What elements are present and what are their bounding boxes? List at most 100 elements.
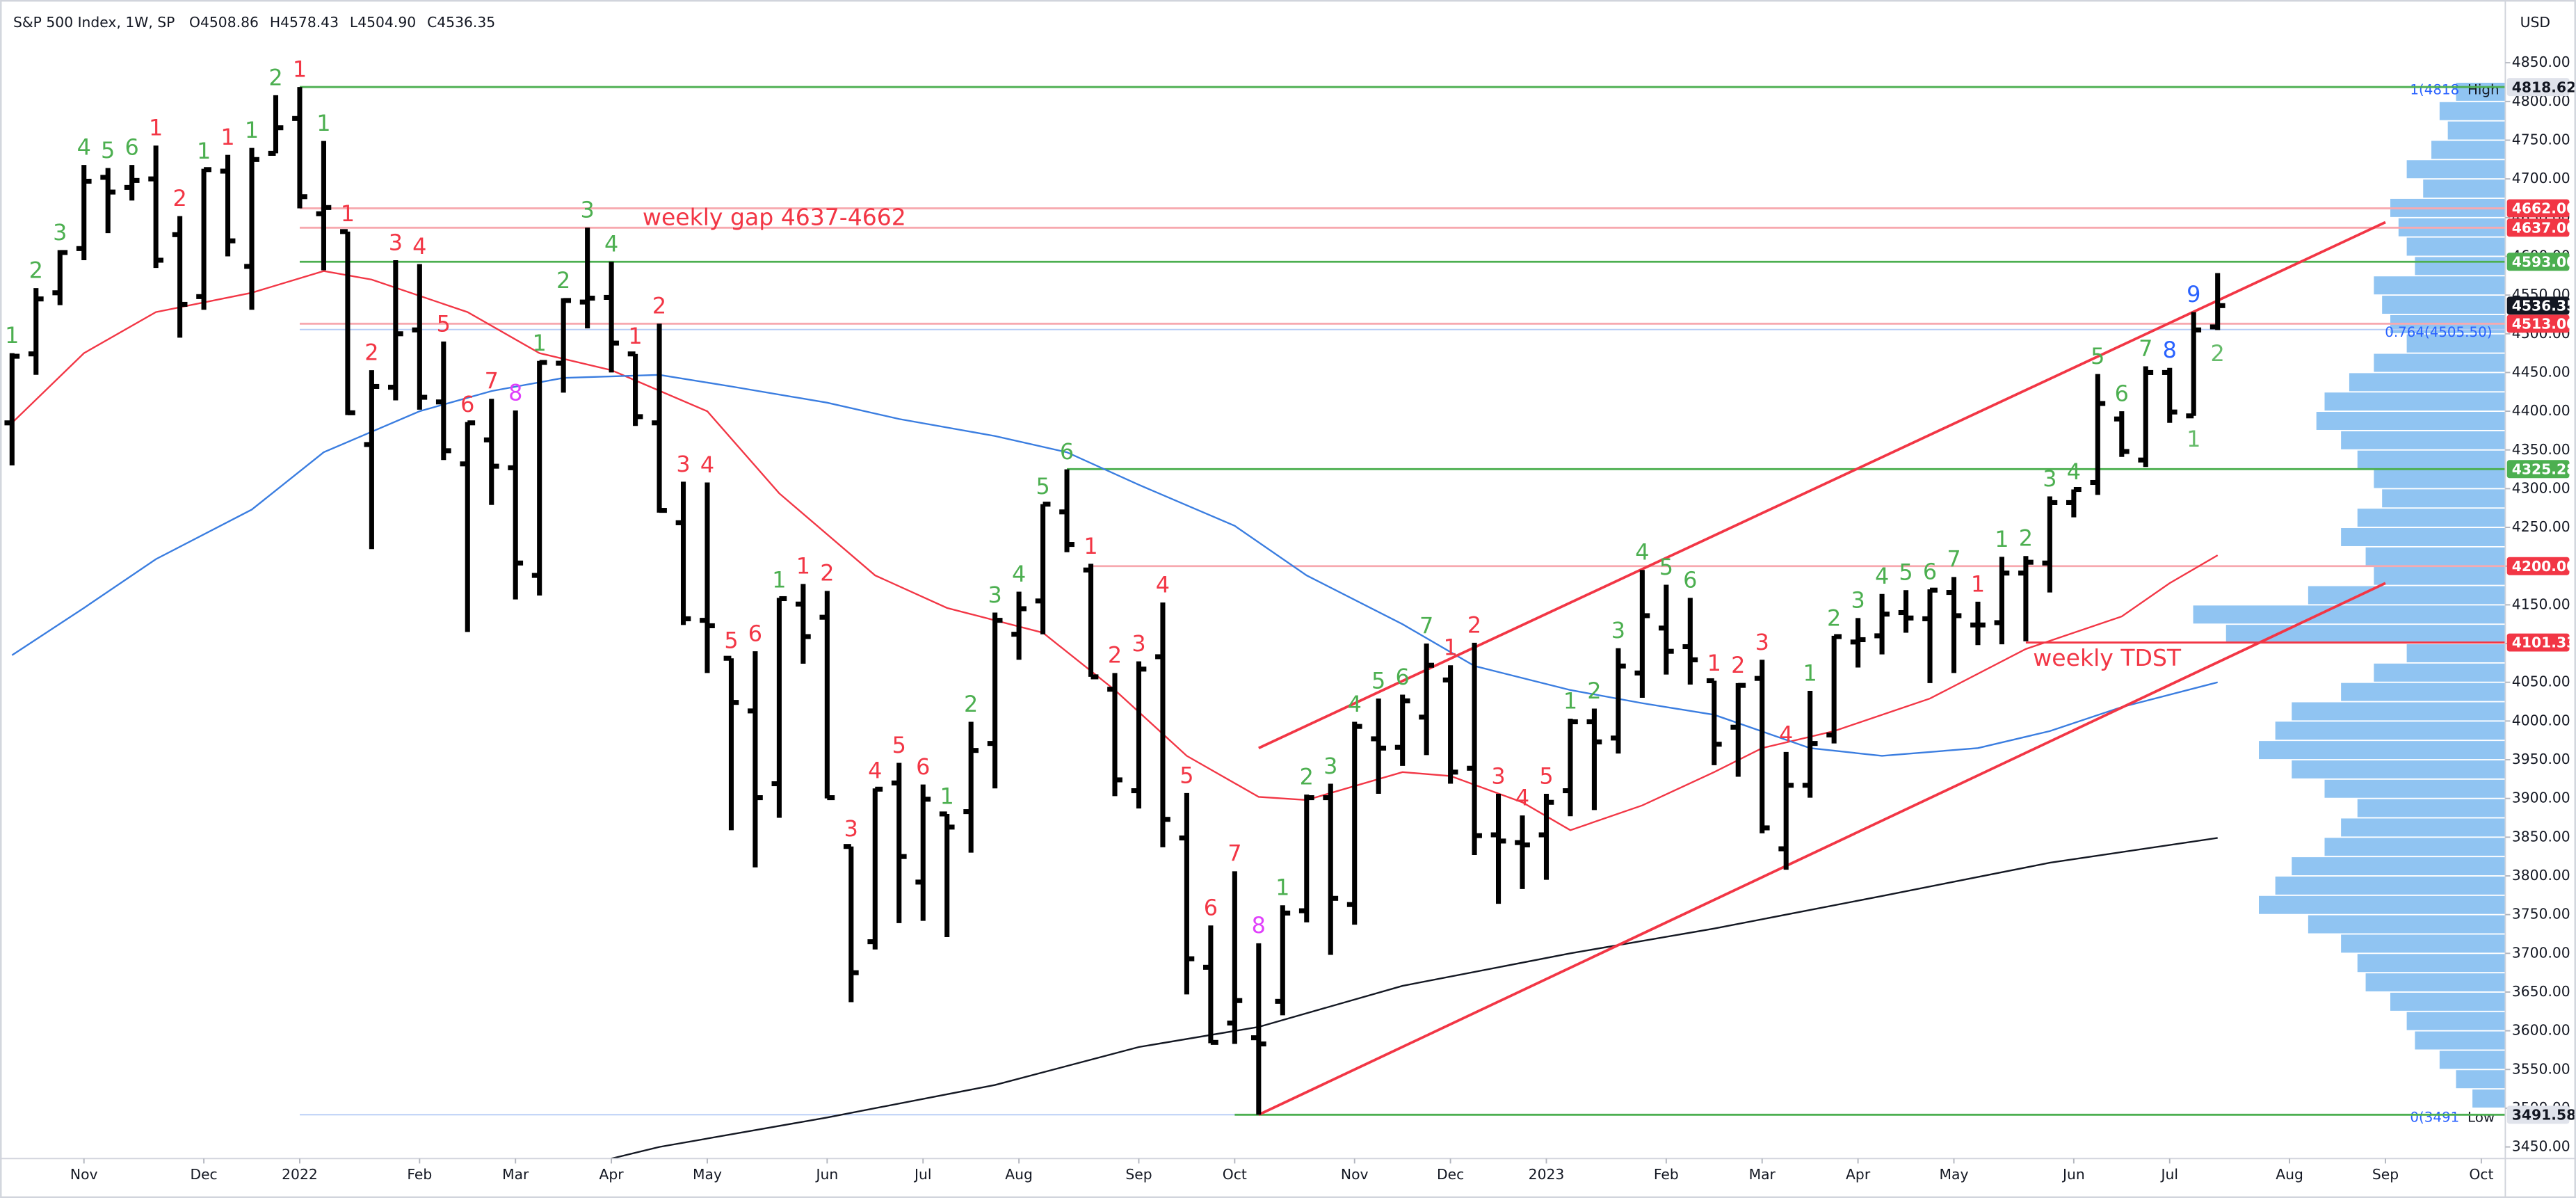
volume-profile-bar	[2406, 237, 2506, 256]
setup-count: 7	[1947, 546, 1961, 573]
setup-count: 6	[916, 753, 930, 780]
volume-profile-bar	[2365, 973, 2506, 992]
x-tick-label: Aug	[2276, 1166, 2303, 1183]
setup-count: 2	[1467, 612, 1481, 638]
annotation: weekly TDST	[2033, 644, 2182, 671]
setup-count: 2	[268, 64, 282, 90]
y-tick-label: 4700.00	[2512, 170, 2570, 186]
ohlc-close: C4536.35	[427, 14, 495, 31]
setup-count: 3	[1851, 587, 1865, 614]
fib-label: 1(4818	[2410, 81, 2459, 97]
setup-count: 6	[1396, 664, 1410, 690]
setup-count: 3	[1755, 629, 1769, 655]
x-tick-label: Feb	[407, 1166, 432, 1183]
setup-count: 8	[2163, 337, 2177, 363]
price-badge-label: 4536.35	[2512, 297, 2576, 314]
x-tick-label: Jul	[2159, 1166, 2178, 1183]
y-tick-label: 3850.00	[2512, 828, 2570, 845]
setup-count: 5	[1899, 559, 1913, 586]
setup-count: 5	[2091, 343, 2104, 369]
setup-count: 4	[1875, 563, 1889, 589]
price-badge-label: 4593.00	[2512, 253, 2576, 270]
x-tick-label: Oct	[1223, 1166, 1247, 1183]
setup-count: 4	[1779, 721, 1793, 747]
price-badge-label: 4662.00	[2512, 200, 2576, 217]
volume-profile-bar	[2472, 1089, 2506, 1108]
volume-profile-bar	[2365, 547, 2506, 566]
setup-count: 2	[29, 257, 43, 283]
setup-count: 3	[389, 229, 403, 255]
setup-count: 7	[2139, 335, 2152, 362]
setup-count: 5	[724, 628, 738, 654]
ohlc-open: O4508.86	[189, 14, 259, 31]
volume-profile-bar	[2439, 1051, 2506, 1069]
y-tick-label: 3450.00	[2512, 1138, 2570, 1155]
volume-profile-bar	[2259, 895, 2506, 914]
volume-profile-bar	[2423, 179, 2506, 198]
volume-profile-bar	[2292, 857, 2506, 876]
volume-profile-bar	[2374, 276, 2506, 295]
setup-count: 1	[220, 124, 234, 150]
volume-profile-bar	[2308, 915, 2506, 934]
x-tick-label: Jun	[2061, 1166, 2085, 1183]
time-axis-background	[0, 1158, 2506, 1198]
y-tick-label: 3900.00	[2512, 790, 2570, 806]
symbol-title: S&P 500 Index, 1W, SP	[13, 14, 175, 31]
setup-count: 5	[1659, 554, 1673, 580]
setup-count: 4	[1348, 691, 1362, 717]
setup-count: 3	[1132, 630, 1145, 657]
volume-profile-bar	[2415, 1031, 2506, 1050]
volume-profile-bar	[2415, 257, 2506, 275]
y-tick-label: 4350.00	[2512, 441, 2570, 458]
price-badge	[2506, 296, 2570, 315]
setup-count: 6	[1060, 438, 1074, 465]
x-tick-label: Oct	[2469, 1166, 2493, 1183]
volume-profile-bar	[2324, 392, 2506, 411]
x-tick-label: Nov	[70, 1166, 98, 1183]
volume-profile-bar	[2431, 141, 2506, 159]
volume-profile-bar	[2341, 818, 2506, 837]
setup-count: 1	[1275, 874, 1289, 901]
x-tick-label: Aug	[1005, 1166, 1033, 1183]
x-tick-label: Dec	[190, 1166, 217, 1183]
volume-profile-bar	[2374, 566, 2506, 585]
setup-count: 5	[1036, 473, 1049, 500]
setup-count: 3	[1323, 753, 1337, 779]
fib-tag: Low	[2468, 1110, 2495, 1126]
x-tick-label: Feb	[1654, 1166, 1679, 1183]
y-tick-label: 4050.00	[2512, 673, 2570, 690]
fib-label: 0(3491	[2410, 1110, 2459, 1126]
volume-profile-bar	[2374, 470, 2506, 488]
x-tick-label: Dec	[1437, 1166, 1464, 1183]
setup-count: 1	[1443, 634, 1457, 661]
volume-profile-bar	[2374, 663, 2506, 682]
price-badge-label: 3491.58	[2512, 1107, 2576, 1124]
y-tick-label: 3950.00	[2512, 751, 2570, 767]
setup-count: 1	[293, 56, 307, 82]
volume-profile-bar	[2349, 373, 2506, 392]
annotation: weekly gap 4637-4662	[643, 203, 906, 230]
volume-profile-bar	[2341, 528, 2506, 546]
y-tick-label: 4450.00	[2512, 363, 2570, 380]
y-tick-label: 3700.00	[2512, 944, 2570, 961]
fib-label: 0.764(4505.50)	[2385, 324, 2492, 340]
y-tick-label: 3600.00	[2512, 1022, 2570, 1039]
setup-count: 1	[940, 783, 954, 809]
setup-count: 1	[796, 553, 810, 580]
volume-profile-bar	[2357, 509, 2506, 527]
x-tick-label: 2023	[1529, 1166, 1565, 1183]
currency-label: USD	[2520, 14, 2550, 31]
setup-count: 3	[1491, 762, 1505, 789]
setup-count: 5	[101, 137, 115, 163]
volume-profile-bar	[2447, 121, 2506, 140]
setup-count: 9	[2187, 281, 2200, 308]
setup-count: 3	[988, 582, 1002, 608]
setup-count: 1	[628, 323, 642, 349]
setup-count: 2	[556, 267, 570, 294]
setup-count: 3	[676, 451, 690, 477]
setup-count: 2	[820, 560, 834, 586]
y-tick-label: 3750.00	[2512, 906, 2570, 923]
